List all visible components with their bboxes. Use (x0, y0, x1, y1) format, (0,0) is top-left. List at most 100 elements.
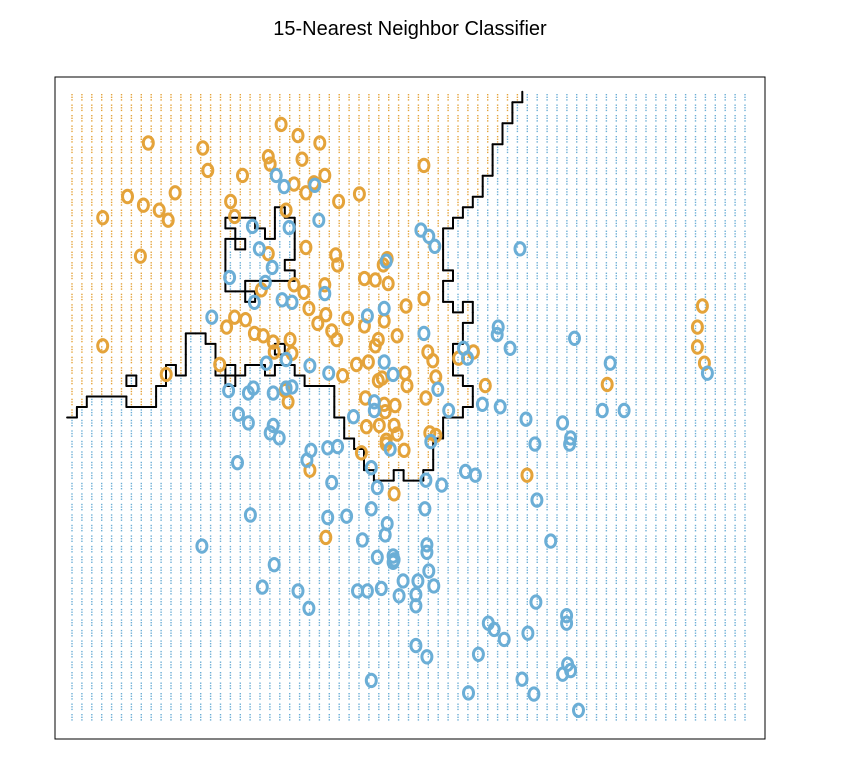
grid-dot (437, 96, 439, 98)
grid-dot (91, 293, 93, 296)
grid-dot (625, 157, 627, 159)
grid-dot (665, 222, 667, 225)
grid-dot (576, 109, 578, 112)
grid-dot (675, 288, 677, 290)
grid-dot (200, 288, 202, 290)
grid-dot (724, 104, 726, 106)
grid-dot (655, 314, 657, 317)
grid-dot (506, 117, 509, 119)
grid-dot (744, 136, 746, 138)
grid-dot (110, 109, 113, 112)
grid-dot (120, 107, 123, 109)
grid-dot (556, 94, 558, 96)
grid-dot (467, 170, 469, 172)
grid-dot (190, 264, 192, 267)
grid-dot (368, 117, 370, 119)
grid-dot (566, 338, 568, 340)
grid-dot (724, 298, 726, 301)
grid-dot (160, 141, 162, 143)
grid-dot (397, 283, 400, 285)
grid-dot (684, 128, 687, 130)
grid-dot (655, 288, 657, 290)
grid-dot (546, 183, 548, 185)
grid-dot (110, 309, 113, 311)
grid-dot (407, 107, 410, 109)
grid-dot (348, 319, 350, 322)
grid-dot (348, 109, 350, 112)
grid-dot (130, 314, 133, 317)
grid-dot (576, 225, 578, 227)
grid-dot (328, 115, 330, 117)
grid-dot (724, 275, 726, 277)
grid-dot (397, 338, 400, 340)
grid-dot (130, 298, 133, 301)
grid-dot (477, 233, 479, 235)
grid-dot (150, 117, 152, 119)
grid-dot (566, 141, 568, 143)
grid-dot (229, 275, 232, 277)
grid-dot (120, 348, 123, 351)
grid-dot (150, 180, 152, 183)
grid-dot (209, 246, 212, 248)
grid-dot (536, 272, 538, 274)
grid-dot (546, 256, 548, 259)
grid-dot (140, 325, 142, 327)
grid-dot (496, 272, 499, 274)
grid-dot (704, 304, 707, 306)
grid-dot (724, 107, 726, 109)
grid-dot (684, 220, 687, 222)
grid-dot (81, 115, 83, 117)
grid-dot (645, 167, 647, 169)
grid-dot (368, 188, 370, 190)
grid-dot (91, 283, 93, 285)
grid-dot (635, 327, 637, 330)
grid-dot (467, 220, 469, 222)
grid-dot (655, 167, 657, 169)
grid-dot (298, 304, 301, 306)
grid-dot (180, 285, 182, 288)
grid-dot (378, 141, 380, 143)
grid-dot (457, 107, 459, 109)
grid-dot (269, 99, 271, 101)
grid-dot (724, 167, 726, 169)
grid-dot (576, 107, 578, 109)
grid-dot (447, 115, 449, 117)
grid-dot (388, 170, 390, 172)
grid-dot (546, 104, 548, 106)
grid-dot (249, 167, 251, 169)
grid-dot (536, 99, 538, 101)
grid-dot (229, 233, 232, 235)
grid-dot (457, 220, 459, 222)
grid-dot (328, 191, 330, 193)
grid-dot (506, 214, 509, 217)
grid-dot (694, 335, 697, 338)
grid-dot (506, 193, 509, 196)
grid-dot (684, 199, 687, 201)
grid-dot (437, 214, 439, 217)
grid-dot (714, 109, 716, 112)
grid-dot (279, 94, 281, 96)
grid-dot (447, 209, 449, 211)
grid-dot (249, 157, 251, 159)
grid-dot (496, 275, 499, 277)
grid-dot (566, 251, 568, 253)
grid-dot (536, 327, 538, 330)
grid-dot (180, 214, 182, 217)
grid-dot (665, 183, 667, 185)
grid-dot (160, 225, 162, 227)
grid-dot (298, 272, 301, 274)
grid-dot (595, 151, 598, 154)
grid-dot (595, 159, 598, 162)
grid-dot (684, 136, 687, 138)
grid-dot (318, 193, 321, 196)
grid-dot (437, 225, 439, 227)
grid-dot (110, 183, 113, 185)
grid-dot (734, 170, 736, 172)
grid-dot (694, 251, 697, 253)
grid-dot (635, 233, 637, 235)
grid-dot (595, 120, 598, 122)
grid-dot (209, 94, 212, 96)
grid-dot (110, 191, 113, 193)
grid-dot (496, 125, 499, 127)
grid-dot (467, 304, 469, 306)
